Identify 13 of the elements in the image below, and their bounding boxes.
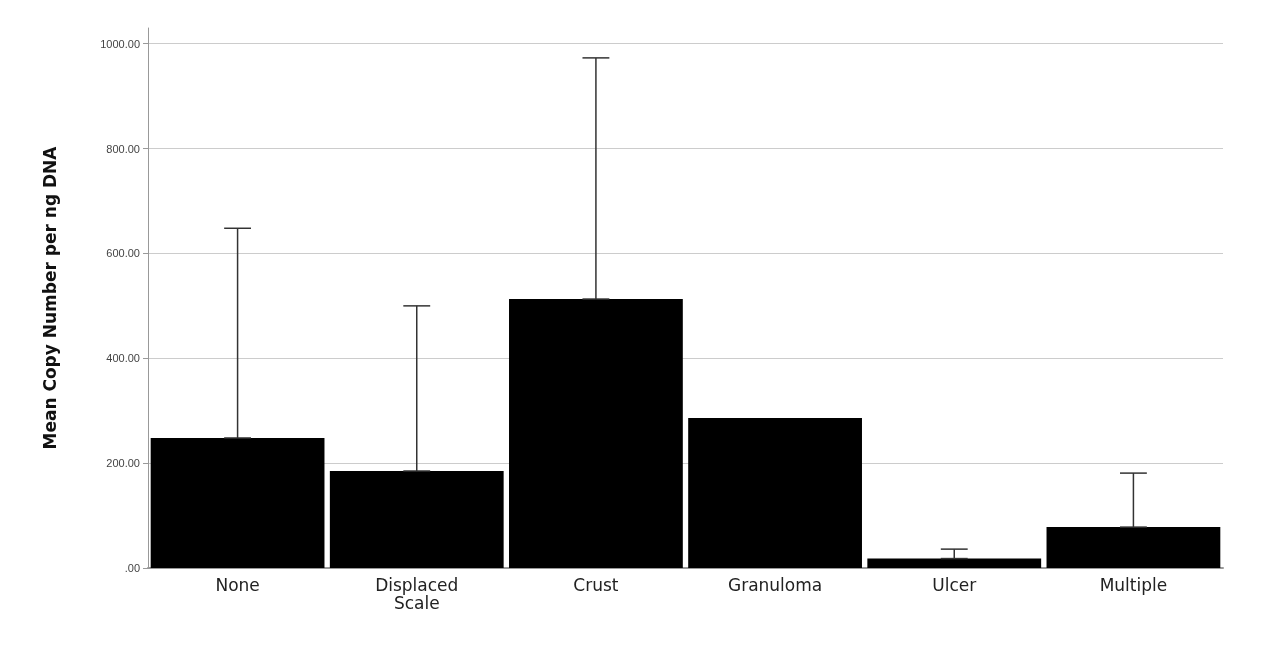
x-tick-label: None [215,575,260,595]
x-tick-label: Multiple [1099,575,1168,595]
x-tick-label: Ulcer [932,575,977,595]
y-tick-label: 600.00 [106,247,140,260]
x-tick-label: Crust [573,575,619,595]
x-tick-label: Displaced Scale [375,575,459,613]
y-axis-title: Mean Copy Number per ng DNA [39,145,60,450]
x-tick-label: Granuloma [727,575,823,595]
y-tick-label: 800.00 [106,142,140,155]
y-tick-label: 400.00 [106,352,140,365]
y-tick-label: 200.00 [106,457,140,470]
y-tick-label: 1000.00 [100,37,140,50]
y-tick-label: .00 [124,562,140,574]
